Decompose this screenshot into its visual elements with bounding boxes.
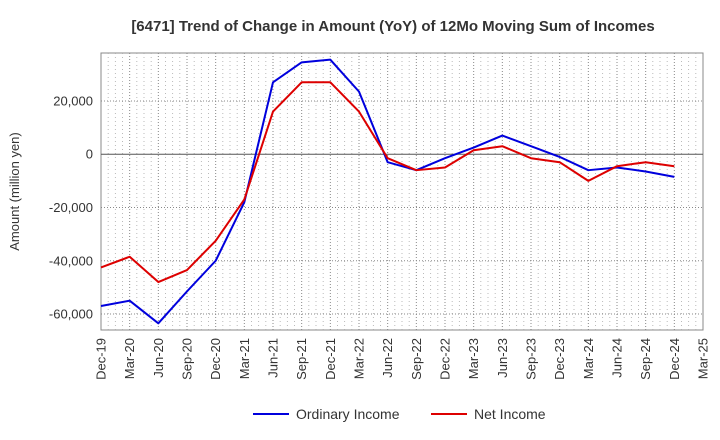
x-tick-label: Dec-21 — [323, 338, 338, 380]
y-tick-label: 0 — [86, 147, 93, 162]
x-tick-label: Dec-22 — [438, 338, 453, 380]
x-tick-label: Dec-20 — [208, 338, 223, 380]
x-tick-label: Jun-22 — [380, 338, 395, 378]
chart-title: [6471] Trend of Change in Amount (YoY) o… — [131, 18, 654, 35]
y-tick-label: 20,000 — [53, 93, 93, 108]
x-tick-label: Jun-23 — [495, 338, 510, 378]
plot-area — [100, 52, 704, 331]
x-tick-label: Sep-22 — [409, 338, 424, 380]
y-tick-label: -40,000 — [49, 253, 93, 268]
x-tick-label: Sep-21 — [294, 338, 309, 380]
legend-label: Ordinary Income — [296, 406, 400, 422]
y-tick-label: -20,000 — [49, 200, 93, 215]
x-tick-label: Sep-24 — [638, 338, 653, 380]
x-tick-label: Mar-20 — [122, 338, 137, 379]
y-tick-labels: -60,000 -40,000 -20,000 0 20,000 — [49, 93, 93, 321]
x-tick-label: Dec-24 — [667, 338, 682, 380]
x-tick-label: Mar-22 — [352, 338, 367, 379]
x-tick-label: Mar-23 — [466, 338, 481, 379]
grid-lines — [100, 53, 704, 330]
legend-label: Net Income — [474, 406, 546, 422]
y-tick-label: -60,000 — [49, 307, 93, 322]
x-tick-label: Jun-21 — [266, 338, 281, 378]
x-tick-labels: Dec-19 Mar-20 Jun-20 Sep-20 Dec-20 Mar-21 Jun-… — [94, 338, 711, 380]
y-axis-label: Amount (million yen) — [7, 132, 22, 251]
x-tick-label: Mar-25 — [696, 338, 711, 379]
series-lines — [100, 58, 675, 325]
legend: Ordinary Income Net Income — [253, 406, 546, 422]
x-tick-label: Jun-24 — [610, 338, 625, 378]
x-tick-label: Dec-23 — [552, 338, 567, 380]
x-tick-label: Dec-19 — [94, 338, 109, 380]
series-line-ordinary-income — [100, 58, 675, 325]
series-line-net-income — [100, 81, 675, 284]
x-tick-label: Mar-24 — [581, 338, 596, 379]
x-tick-label: Sep-20 — [180, 338, 195, 380]
x-tick-label: Sep-23 — [524, 338, 539, 380]
x-tick-label: Jun-20 — [151, 338, 166, 378]
x-tick-label: Mar-21 — [237, 338, 252, 379]
